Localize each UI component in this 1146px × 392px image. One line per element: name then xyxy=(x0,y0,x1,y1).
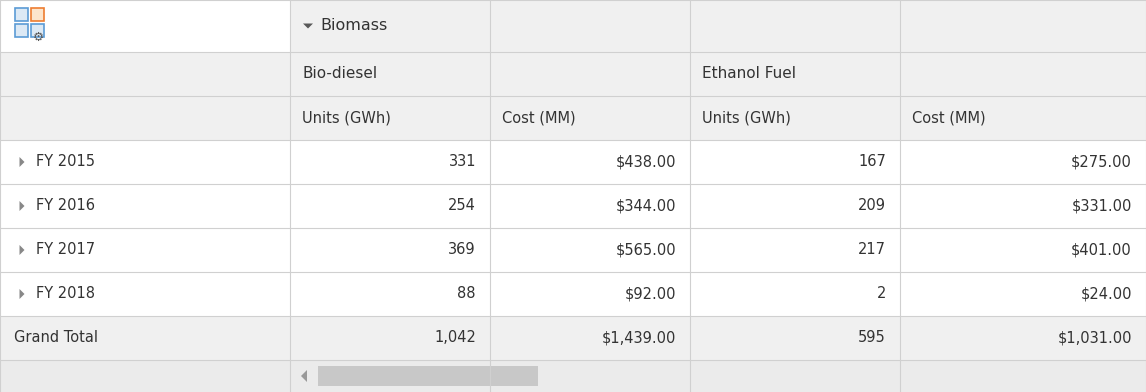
Text: Grand Total: Grand Total xyxy=(14,330,99,345)
Text: $1,439.00: $1,439.00 xyxy=(602,330,676,345)
Text: Biomass: Biomass xyxy=(320,18,387,33)
Bar xyxy=(900,140,1146,184)
Text: $344.00: $344.00 xyxy=(615,198,676,214)
Bar xyxy=(15,8,28,21)
Bar xyxy=(31,8,44,21)
Bar xyxy=(900,272,1146,316)
Bar xyxy=(290,316,490,360)
Text: 1,042: 1,042 xyxy=(434,330,476,345)
Bar xyxy=(0,360,1146,392)
Bar xyxy=(0,316,290,360)
Text: Units (GWh): Units (GWh) xyxy=(702,111,791,125)
Bar xyxy=(490,96,690,140)
Bar xyxy=(490,184,690,228)
Bar xyxy=(490,228,690,272)
Bar xyxy=(690,228,900,272)
Bar xyxy=(690,272,900,316)
Text: ⚙: ⚙ xyxy=(33,31,45,44)
Text: 167: 167 xyxy=(858,154,886,169)
Bar xyxy=(690,184,900,228)
Text: 209: 209 xyxy=(858,198,886,214)
Bar xyxy=(290,0,1146,52)
Bar xyxy=(690,96,900,140)
Text: 88: 88 xyxy=(457,287,476,301)
Bar xyxy=(0,184,290,228)
Polygon shape xyxy=(303,24,313,29)
Text: Cost (MM): Cost (MM) xyxy=(912,111,986,125)
Bar xyxy=(690,52,1146,96)
Bar xyxy=(290,228,490,272)
Bar xyxy=(900,96,1146,140)
Bar xyxy=(490,272,690,316)
Bar xyxy=(290,96,490,140)
Text: FY 2017: FY 2017 xyxy=(36,243,95,258)
Text: FY 2018: FY 2018 xyxy=(36,287,95,301)
Bar xyxy=(290,140,490,184)
Bar xyxy=(290,272,490,316)
Bar xyxy=(290,184,490,228)
Polygon shape xyxy=(19,289,24,299)
Bar xyxy=(490,316,690,360)
Text: 254: 254 xyxy=(448,198,476,214)
Text: 595: 595 xyxy=(858,330,886,345)
Text: FY 2016: FY 2016 xyxy=(36,198,95,214)
Text: 2: 2 xyxy=(877,287,886,301)
Text: Cost (MM): Cost (MM) xyxy=(502,111,575,125)
Text: $401.00: $401.00 xyxy=(1072,243,1132,258)
Bar xyxy=(31,24,44,37)
Bar xyxy=(317,366,537,386)
Text: $275.00: $275.00 xyxy=(1072,154,1132,169)
Text: $331.00: $331.00 xyxy=(1072,198,1132,214)
Bar xyxy=(0,228,290,272)
Polygon shape xyxy=(301,370,307,382)
Bar xyxy=(490,140,690,184)
Bar xyxy=(15,24,28,37)
Bar xyxy=(0,0,290,52)
Bar xyxy=(0,96,290,140)
Bar xyxy=(900,316,1146,360)
Bar xyxy=(290,52,690,96)
Text: $92.00: $92.00 xyxy=(625,287,676,301)
Text: FY 2015: FY 2015 xyxy=(36,154,95,169)
Text: $24.00: $24.00 xyxy=(1081,287,1132,301)
Polygon shape xyxy=(19,157,24,167)
Text: $1,031.00: $1,031.00 xyxy=(1058,330,1132,345)
Bar xyxy=(900,228,1146,272)
Bar xyxy=(0,272,290,316)
Text: 369: 369 xyxy=(448,243,476,258)
Text: $438.00: $438.00 xyxy=(615,154,676,169)
Polygon shape xyxy=(19,201,24,211)
Bar xyxy=(690,316,900,360)
Bar xyxy=(900,184,1146,228)
Bar xyxy=(690,140,900,184)
Polygon shape xyxy=(19,245,24,255)
Text: Bio-diesel: Bio-diesel xyxy=(303,67,377,82)
Text: Ethanol Fuel: Ethanol Fuel xyxy=(702,67,796,82)
Text: 331: 331 xyxy=(448,154,476,169)
Bar xyxy=(0,140,290,184)
Bar xyxy=(0,52,290,96)
Text: Units (GWh): Units (GWh) xyxy=(303,111,391,125)
Text: 217: 217 xyxy=(858,243,886,258)
Text: $565.00: $565.00 xyxy=(615,243,676,258)
